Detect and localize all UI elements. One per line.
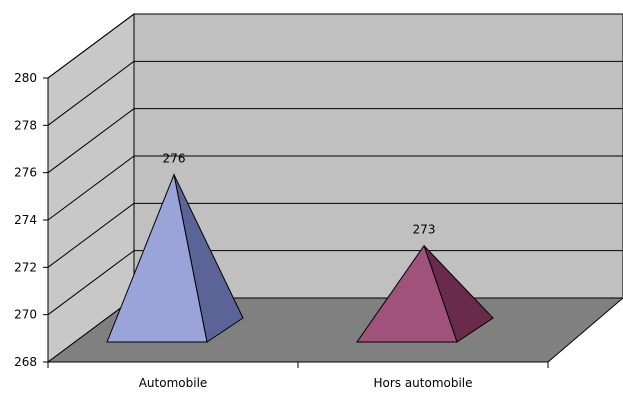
y-tick-label: 270 xyxy=(14,308,37,322)
y-tick-label: 268 xyxy=(14,355,37,369)
pyramid-series: 276 273 xyxy=(106,152,494,343)
gridlines xyxy=(47,13,623,316)
x-tick-label: Automobile xyxy=(139,376,208,390)
gridline-side xyxy=(47,202,135,268)
x-tick-label: Hors automobile xyxy=(373,376,472,390)
gridline-side xyxy=(47,13,135,79)
y-tick-label: 278 xyxy=(14,118,37,132)
y-tick-label: 274 xyxy=(14,213,37,227)
gridline-side xyxy=(47,155,135,221)
y-tick-label: 272 xyxy=(14,260,37,274)
y-tick-label: 276 xyxy=(14,166,37,180)
gridline-side xyxy=(47,250,135,316)
y-axis: 268 270 272 274 276 278 280 xyxy=(14,71,49,369)
pyramid-front-face xyxy=(106,172,208,343)
data-label: 276 xyxy=(163,152,186,166)
gridline-side xyxy=(47,108,135,174)
pyramid-front-face xyxy=(356,244,458,343)
y-tick-label: 280 xyxy=(14,71,37,85)
data-label: 273 xyxy=(413,223,436,237)
x-axis: Automobile Hors automobile xyxy=(47,361,549,390)
gridline-side xyxy=(47,60,135,126)
